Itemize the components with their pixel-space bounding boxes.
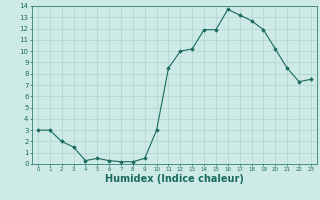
X-axis label: Humidex (Indice chaleur): Humidex (Indice chaleur) — [105, 174, 244, 184]
